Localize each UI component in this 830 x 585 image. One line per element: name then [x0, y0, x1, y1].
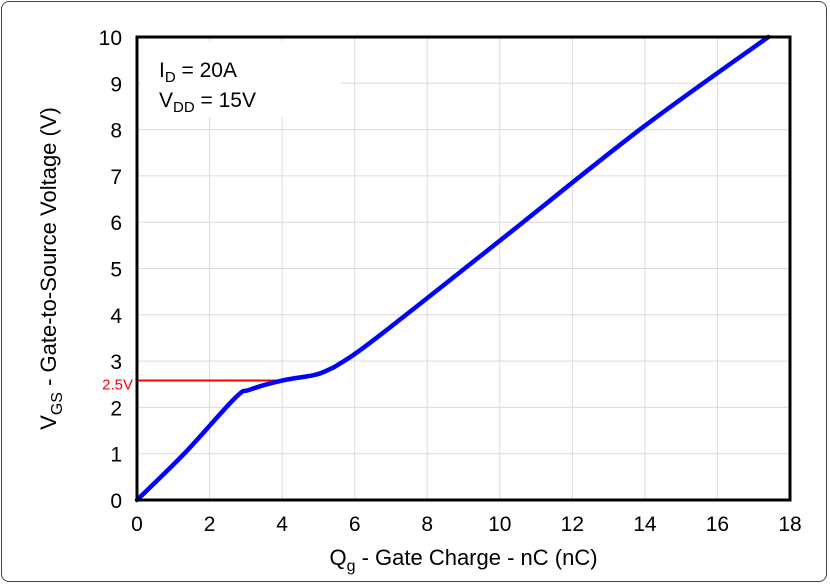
y-tick-label: 1 [110, 444, 122, 467]
x-tick-label: 6 [349, 513, 361, 536]
x-tick-label: 4 [276, 513, 288, 536]
y-tick-label: 5 [110, 259, 122, 282]
y-tick-label: 3 [110, 351, 122, 374]
y-tick-label: 9 [110, 73, 122, 96]
annotations: ID = 20A VDD = 15V [159, 59, 256, 116]
plot-border [135, 35, 792, 502]
y-tick-label: 6 [110, 212, 122, 235]
x-tick-label: 10 [488, 513, 511, 536]
x-tick-label: 2 [204, 513, 216, 536]
y-tick-label: 4 [110, 305, 122, 328]
x-tick-label: 8 [421, 513, 433, 536]
x-tick-labels: 0 2 4 6 8 10 12 14 16 18 [131, 513, 802, 536]
x-tick-label: 12 [561, 513, 584, 536]
x-tick-label: 16 [706, 513, 729, 536]
x-tick-label: 14 [633, 513, 657, 536]
y-axis-label: VGS - Gate-to-Source Voltage (V) [36, 107, 66, 430]
annotation-text: ID = 20A [159, 59, 237, 86]
y-tick-label: 8 [110, 120, 122, 143]
series-line-vgs [134, 34, 771, 503]
x-tick-label: 0 [131, 513, 143, 536]
annotation-background [141, 41, 341, 117]
x-tick-label: 18 [778, 513, 801, 536]
marker-label: 2.5V [102, 377, 133, 394]
x-axis-label: Qg - Gate Charge - nC (nC) [329, 545, 597, 575]
y-tick-label: 10 [99, 27, 122, 50]
y-tick-label: 0 [110, 490, 122, 513]
y-tick-labels: 0 1 2 3 4 5 6 7 8 9 10 [99, 27, 123, 513]
y-tick-label: 7 [110, 166, 122, 189]
annotation-text: VDD = 15V [159, 89, 256, 116]
y-tick-label: 2 [110, 397, 122, 420]
